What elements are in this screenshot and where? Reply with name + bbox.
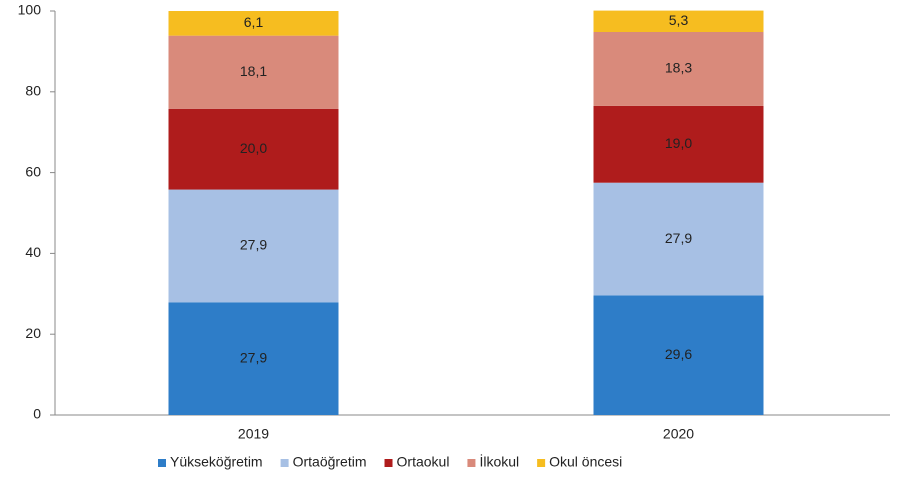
x-tick-label: 2020 [663, 426, 694, 442]
bar-segment [168, 35, 339, 109]
y-tick-label: 60 [25, 163, 41, 179]
x-tick-label: 2019 [238, 426, 269, 442]
data-label: 18,1 [240, 63, 267, 79]
bar-segment [168, 108, 339, 190]
y-tick-label: 20 [25, 325, 41, 341]
data-label: 19,0 [665, 135, 692, 151]
bar-segment [593, 10, 764, 33]
legend-label: Ortaokul [397, 454, 450, 470]
bar-segment [168, 11, 339, 36]
y-tick-label: 40 [25, 244, 41, 260]
legend-swatch [158, 459, 166, 467]
legend-label: Okul öncesi [549, 454, 622, 470]
bar-segment [168, 189, 339, 303]
data-label: 27,9 [240, 349, 267, 365]
y-tick-label: 80 [25, 83, 41, 99]
data-label: 20,0 [240, 140, 267, 156]
legend-swatch [280, 459, 289, 467]
bar-segment [593, 182, 764, 296]
bar-segment [593, 32, 764, 106]
data-label: 27,9 [665, 230, 692, 246]
data-label: 6,1 [244, 14, 264, 30]
data-label: 18,3 [665, 60, 692, 76]
y-tick-label: 100 [18, 2, 42, 18]
legend-label: İlkokul [479, 453, 519, 470]
legend-swatch [384, 459, 393, 467]
data-label: 27,9 [240, 237, 267, 253]
bar-segment [593, 295, 764, 415]
legend-swatch [467, 459, 476, 467]
y-tick-label: 0 [33, 406, 41, 422]
data-label: 29,6 [665, 346, 692, 362]
legend-swatch [537, 459, 546, 467]
bar-segment [593, 105, 764, 183]
data-label: 5,3 [669, 12, 689, 28]
legend-label: Ortaöğretim [293, 454, 367, 470]
legend-label: Yükseköğretim [170, 454, 263, 470]
bar-segment [168, 302, 339, 415]
